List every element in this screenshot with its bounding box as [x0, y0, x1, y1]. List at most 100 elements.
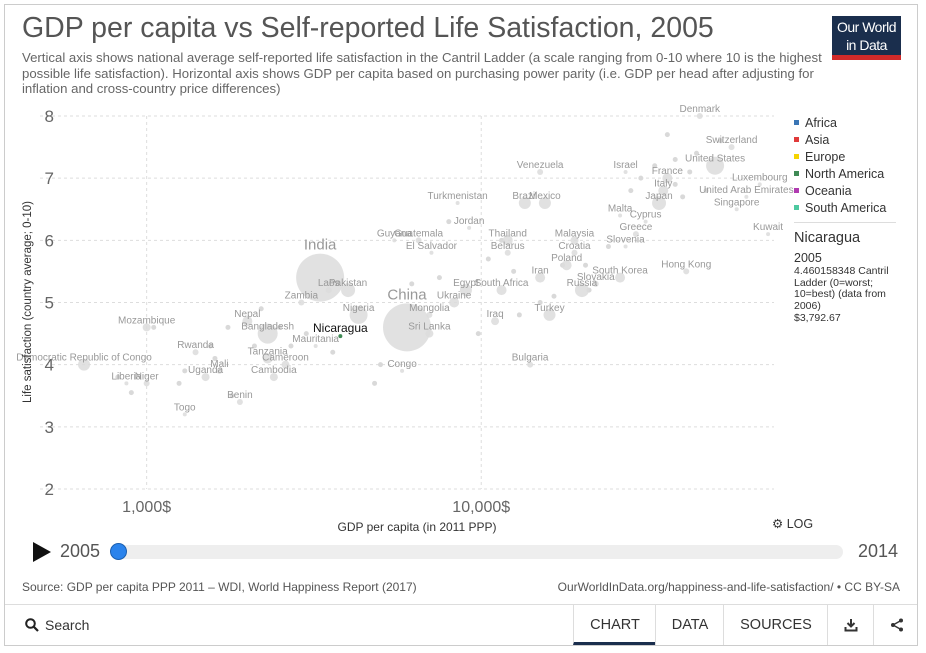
point-label: Malta: [608, 203, 633, 214]
legend: Africa Asia Europe North America Oceania Sout…: [794, 114, 904, 223]
scatter-point: [537, 300, 543, 305]
source-url[interactable]: OurWorldInData.org/happiness-and-life-sa…: [557, 580, 900, 594]
scatter-point: [734, 207, 739, 212]
legend-swatch: [794, 154, 799, 159]
scatter-point: [277, 324, 283, 330]
timeline-handle[interactable]: [110, 543, 127, 560]
scatter-point: [349, 305, 368, 324]
legend-label: Oceania: [805, 183, 852, 198]
scatter-point: [176, 380, 182, 386]
point-label: France: [652, 166, 684, 177]
search-button[interactable]: Search: [25, 617, 89, 633]
scatter-point: [535, 272, 546, 283]
scatter-point: [281, 360, 290, 369]
scatter-point: [313, 344, 318, 349]
scatter-point: [527, 361, 534, 368]
axes: 2 3 4 5 6 7 8 1,000$ 10,000$ GDP per capita (in 2…: [22, 107, 510, 534]
point-label: United States: [685, 154, 745, 165]
scatter-point: [574, 283, 589, 298]
point-label: Switzerland: [706, 135, 758, 146]
scatter-point: [142, 323, 151, 332]
point-label: Sri Lanka: [408, 322, 451, 333]
point-label: Poland: [551, 253, 582, 264]
scatter-point: [592, 280, 599, 287]
legend-swatch: [794, 205, 799, 210]
hover-gdp: $3,792.67: [794, 312, 841, 324]
scatter-point: [415, 237, 422, 244]
scatter-point: [296, 253, 345, 302]
download-icon: [844, 619, 858, 632]
legend-item-asia[interactable]: Asia: [794, 131, 904, 148]
point-label: Tanzania: [248, 346, 288, 357]
scatter-point: [652, 196, 667, 211]
point-label: Turkmenistan: [428, 191, 488, 202]
timeline-track[interactable]: [113, 545, 843, 559]
legend-item-europe[interactable]: Europe: [794, 148, 904, 165]
legend-swatch: [794, 137, 799, 142]
scatter-point: [638, 175, 644, 181]
point-label: Congo: [387, 359, 417, 370]
hover-year: 2005: [794, 251, 822, 265]
hover-info: Nicaragua 2005 4.460158348 Cantril Ladde…: [794, 230, 904, 324]
scatter-point: [288, 343, 294, 349]
timeline-start-year: 2005: [60, 541, 101, 561]
scatter-point: [518, 197, 531, 210]
tab-sources[interactable]: SOURCES: [723, 605, 828, 645]
y-tick-label: 3: [45, 418, 54, 437]
point-labels: Denmark Switzerland United States Luxembour…: [16, 104, 793, 413]
scatter-point: [257, 323, 278, 344]
scatter-point: [182, 368, 188, 374]
legend-item-north-america[interactable]: North America: [794, 165, 904, 182]
legend-item-south-america[interactable]: South America: [794, 199, 904, 216]
scatter-point: [571, 249, 578, 256]
play-icon[interactable]: [33, 542, 51, 562]
legend-divider: [794, 222, 896, 223]
legend-label: Africa: [805, 115, 837, 130]
download-button[interactable]: [827, 605, 874, 645]
point-label: Singapore: [714, 197, 760, 208]
owid-logo[interactable]: Our World in Data: [832, 16, 901, 60]
scatter-point: [672, 181, 678, 187]
scatter-point: [757, 182, 762, 187]
footer-bar: Search CHART DATA SOURCES: [5, 604, 917, 646]
scatter-point: [429, 250, 434, 255]
scatter-point: [475, 331, 481, 337]
scatter-point: [330, 349, 336, 355]
scatter-point: [511, 268, 517, 274]
point-label: Mongolia: [409, 303, 450, 314]
scatter-point: [744, 194, 749, 199]
tab-data[interactable]: DATA: [655, 605, 724, 645]
share-button[interactable]: [873, 605, 920, 645]
page-title: GDP per capita vs Self-reported Life Sat…: [22, 12, 714, 44]
point-label: Zambia: [285, 291, 319, 302]
scatter-point: [115, 374, 121, 380]
scatter-point: [718, 138, 724, 144]
sources-text[interactable]: Source: GDP per capita PPP 2011 – WDI, W…: [22, 580, 417, 594]
logo-line-2: in Data: [846, 37, 887, 53]
share-icon: [891, 618, 903, 632]
scatter-point: [262, 353, 273, 364]
scatter-point: [229, 393, 235, 399]
scatter-point: [207, 343, 213, 349]
point-label: Nepal: [234, 309, 260, 320]
tab-chart[interactable]: CHART: [573, 605, 656, 645]
legend-item-oceania[interactable]: Oceania: [794, 182, 904, 199]
legend-swatch: [794, 171, 799, 176]
point-label: Thailand: [489, 228, 527, 239]
logo-line-1: Our World: [836, 19, 897, 35]
point-label: Russia: [567, 278, 598, 289]
scatter-point: [628, 188, 634, 194]
point-label: South Korea: [592, 266, 648, 277]
scatter-point: [436, 275, 442, 281]
scatter-point: [504, 249, 511, 256]
point-label: Denmark: [679, 104, 721, 115]
legend-item-africa[interactable]: Africa: [794, 114, 904, 131]
scatter-point: [409, 281, 415, 287]
log-label: LOG: [786, 517, 814, 531]
scatter-point: [615, 272, 626, 283]
hover-description: 4.460158348 Cantril Ladder (0=worst; 10=…: [794, 265, 889, 312]
log-toggle[interactable]: ⚙ LOG: [772, 516, 813, 531]
scatter-point: [258, 306, 264, 312]
y-tick-label: 5: [45, 294, 54, 313]
